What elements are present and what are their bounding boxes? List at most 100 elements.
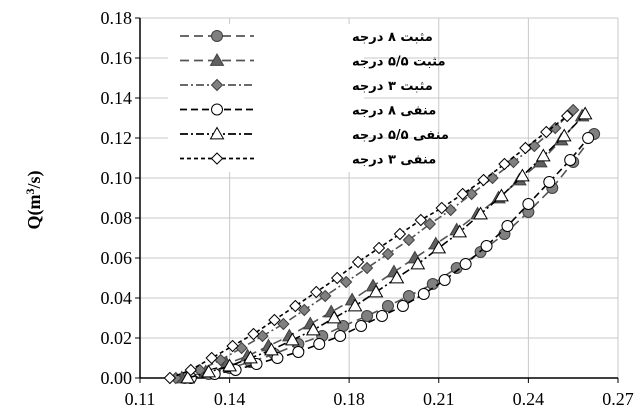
- data-point: [417, 288, 430, 300]
- data-point: [243, 350, 258, 364]
- data-point: [566, 103, 580, 117]
- data-point: [480, 240, 493, 252]
- data-point: [285, 332, 300, 346]
- data-point: [180, 370, 196, 384]
- data-point: [381, 300, 394, 312]
- data-point: [423, 217, 436, 231]
- series-3: [169, 103, 580, 385]
- legend-swatch-marker: [210, 78, 224, 92]
- data-point: [372, 241, 386, 255]
- data-point: [389, 270, 405, 284]
- data-point: [582, 132, 595, 144]
- data-point: [438, 274, 451, 286]
- data-point: [351, 255, 365, 269]
- x-tick-label: 0.27: [602, 389, 634, 409]
- data-point: [465, 187, 478, 201]
- legend-label: مثبت ۵/۵ درجه: [352, 55, 446, 70]
- legend-label: منفی ۵/۵ درجه: [352, 128, 449, 143]
- data-point: [334, 330, 347, 342]
- data-point: [498, 157, 511, 171]
- data-point: [494, 188, 509, 202]
- x-tick-label: 0.21: [423, 389, 455, 409]
- data-point: [264, 342, 279, 356]
- data-point: [477, 173, 490, 187]
- tick-labels: 0.00 0.02 0.04 0.06 0.08 0.10 0.12 0.14 0.16 0.18…: [101, 8, 634, 409]
- data-point: [402, 233, 416, 247]
- data-point: [435, 201, 448, 215]
- data-point: [414, 213, 428, 227]
- data-point: [519, 141, 532, 155]
- data-point: [515, 168, 530, 182]
- data-point: [556, 128, 572, 142]
- legend-label: مثبت ۸ درجه: [352, 30, 433, 45]
- data-point: [431, 240, 447, 254]
- data-point: [473, 206, 488, 220]
- data-point: [501, 220, 514, 232]
- legend-swatch-marker: [209, 126, 225, 140]
- data-point: [456, 187, 469, 201]
- data-point: [393, 227, 407, 241]
- data-point: [330, 271, 344, 285]
- data-point: [313, 338, 326, 350]
- y-tick-label: 0.02: [101, 328, 133, 348]
- data-point: [347, 298, 363, 312]
- legend-swatch-marker: [210, 152, 224, 165]
- y-tick-label: 0.06: [101, 248, 133, 268]
- legend-label: مثبت ۳ درجه: [352, 79, 433, 94]
- series-5: [180, 106, 593, 384]
- legend-item: منفی ۳ درجه: [180, 152, 436, 168]
- data-point: [277, 317, 290, 331]
- legend-item: منفی ۸ درجه: [180, 103, 436, 119]
- legend-item: مثبت ۵/۵ درجه: [180, 52, 446, 70]
- legend-swatch-marker: [211, 103, 223, 116]
- data-point: [540, 125, 553, 139]
- data-point: [535, 148, 551, 162]
- y-axis-label-sup: 3: [23, 189, 37, 195]
- series-group: [163, 103, 601, 385]
- data-point: [543, 176, 556, 188]
- data-point: [355, 320, 368, 332]
- x-tick-label: 0.11: [125, 389, 156, 409]
- data-point: [184, 363, 197, 377]
- data-point: [522, 198, 535, 210]
- x-tick-label: 0.18: [333, 389, 365, 409]
- data-point: [298, 303, 311, 317]
- data-point: [268, 313, 281, 327]
- data-point: [452, 224, 468, 238]
- legend-label: منفی ۳ درجه: [352, 153, 436, 168]
- data-point: [561, 109, 574, 123]
- legend-item: مثبت ۳ درجه: [180, 78, 433, 94]
- y-tick-label: 0.12: [101, 128, 133, 148]
- legend: مثبت ۸ درجه مثبت ۵/۵ درجه مثبت ۳ درجه منفی …: [168, 24, 449, 172]
- series-6: [163, 109, 574, 385]
- data-point: [310, 285, 323, 299]
- data-point: [410, 256, 426, 270]
- data-point: [339, 275, 353, 289]
- data-point: [205, 351, 218, 365]
- y-tick-label: 0.10: [101, 168, 133, 188]
- data-point: [426, 278, 439, 290]
- data-point: [459, 258, 472, 270]
- data-point: [577, 106, 593, 120]
- y-tick-label: 0.14: [101, 88, 133, 108]
- data-point: [326, 310, 342, 324]
- data-point: [361, 310, 374, 322]
- data-point: [235, 341, 248, 355]
- legend-swatch-marker: [211, 30, 223, 42]
- y-tick-label: 0.16: [101, 48, 133, 68]
- data-point: [549, 121, 562, 135]
- legend-box: [168, 24, 364, 172]
- x-tick-label: 0.14: [214, 389, 246, 409]
- data-point: [319, 289, 332, 303]
- data-point: [201, 364, 217, 378]
- data-point: [444, 203, 457, 217]
- data-point: [289, 299, 302, 313]
- legend-item: مثبت ۸ درجه: [180, 30, 433, 45]
- data-point: [368, 284, 384, 298]
- data-point: [305, 322, 321, 336]
- data-point: [222, 358, 237, 372]
- data-point: [507, 155, 520, 169]
- y-axis-label: Q(m3/s): [23, 170, 45, 229]
- data-point: [396, 300, 409, 312]
